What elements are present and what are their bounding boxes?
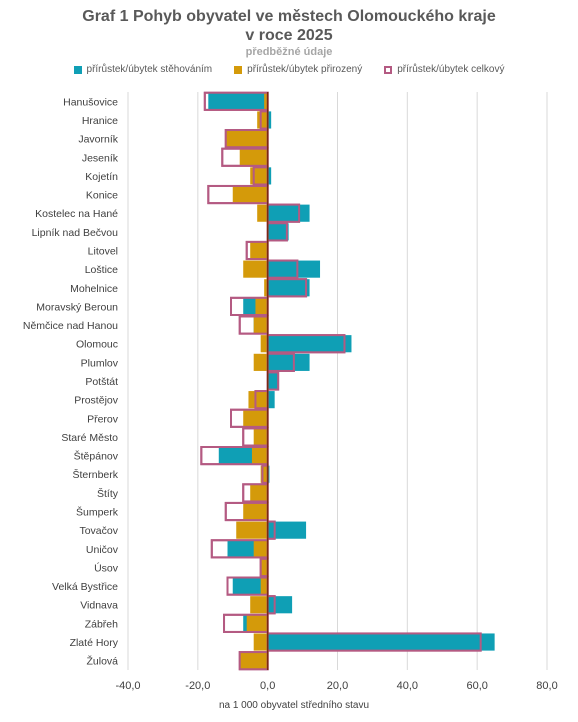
category-label: Lipník nad Bečvou [32,227,119,239]
category-label: Uničov [86,544,119,556]
bar-natural [248,391,268,409]
bar-migration [267,279,310,297]
bar-natural [253,316,268,334]
bar-migration [232,577,268,595]
bar-migration [267,521,307,539]
category-label: Potštát [85,376,118,388]
category-label: Tovačov [79,525,118,537]
bar-natural [250,484,268,502]
category-label: Moravský Beroun [36,301,118,313]
bar-natural [246,614,268,632]
bar-natural [260,465,268,483]
bar-migration [267,596,293,614]
legend-label-total: přírůstek/úbytek celkový [397,64,505,75]
bar-migration [267,111,272,129]
bar-migration [267,335,352,353]
category-label: Úsov [94,561,119,574]
bar-natural [236,521,268,539]
x-tick-label: 40,0 [397,680,418,692]
bar-natural [253,428,268,446]
bar-natural [239,652,268,670]
category-label: Hanušovice [63,96,118,108]
bar-natural [257,204,268,222]
category-label: Žulová [86,655,118,668]
category-label: Štíty [97,487,119,500]
x-axis-label: na 1 000 obyvatel středního stavu [218,700,370,711]
chart-subtitle: předběžné údaje [245,46,333,58]
chart-title-line2: v roce 2025 [245,27,333,44]
bar-natural [243,502,268,521]
x-tick-label: 0,0 [260,680,275,692]
legend: přírůstek/úbytek stěhováním přírůstek/úb… [0,64,578,75]
bar-natural [260,558,268,577]
bar-natural [253,633,268,651]
legend-label-natural: přírůstek/úbytek přirozený [247,64,363,75]
bar-migration [267,353,310,371]
bar-natural [253,540,268,558]
bar-migration [208,92,268,110]
bar-natural [255,297,268,315]
legend-label-migration: přírůstek/úbytek stěhováním [86,64,213,75]
bar-natural [243,409,268,427]
category-label: Javorník [78,134,118,146]
category-label: Konice [86,190,118,202]
x-tick-label: 20,0 [327,680,348,692]
category-label: Přerov [87,413,119,425]
legend-swatch-total [384,65,393,74]
category-label: Zábřeh [85,618,118,630]
category-label: Kostelec na Hané [35,208,118,220]
category-label: Šternberk [72,468,118,481]
x-tick-label: 80,0 [536,680,557,692]
legend-swatch-natural [234,65,243,74]
legend-swatch-migration [73,65,82,74]
bar-migration [267,167,272,185]
bar-natural [264,92,268,110]
bar-natural [232,185,268,204]
bar-natural [250,241,268,260]
bar-natural [257,111,268,129]
category-label: Němčice nad Hanou [23,320,118,332]
category-label: Kojetín [85,171,118,183]
bar-natural [239,148,268,166]
bar-natural [250,596,268,614]
chart-title: Graf 1 Pohyb obyvatel ve městech Olomouc… [82,8,496,25]
category-label: Litovel [88,245,118,257]
category-label: Plumlov [81,357,119,369]
bar-migration [267,223,289,241]
category-label: Hranice [82,115,118,127]
category-label: Loštice [85,264,118,276]
category-label: Šumperk [76,506,119,519]
category-label: Zlaté Hory [70,637,119,649]
x-tick-label: 60,0 [466,680,487,692]
category-label: Staré Město [61,432,118,444]
category-label: Štěpánov [74,450,119,463]
bar-natural [253,353,268,371]
legend-item-natural: přírůstek/úbytek přirozený [234,64,362,75]
bar-natural [225,130,268,148]
bar-natural [264,279,268,297]
bar-natural [243,260,268,278]
category-label: Prostějov [74,395,119,407]
bar-natural [251,447,268,465]
legend-item-migration: přírůstek/úbytek stěhováním [73,64,213,75]
category-label: Olomouc [76,339,118,351]
bar-migration [267,260,321,278]
bar-migration [267,391,275,409]
bar-migration [267,633,495,651]
x-tick-label: -40,0 [115,680,140,692]
bar-natural [260,335,268,353]
x-tick-label: -20,0 [185,680,210,692]
bar-migration [267,372,279,390]
bar-natural [260,577,268,595]
category-label: Mohelnice [70,283,118,295]
category-label: Velká Bystřice [52,581,118,593]
category-label: Vidnava [80,600,118,612]
category-label: Jeseník [82,152,119,164]
legend-item-total: přírůstek/úbytek celkový [384,64,504,75]
bar-migration [267,204,310,222]
